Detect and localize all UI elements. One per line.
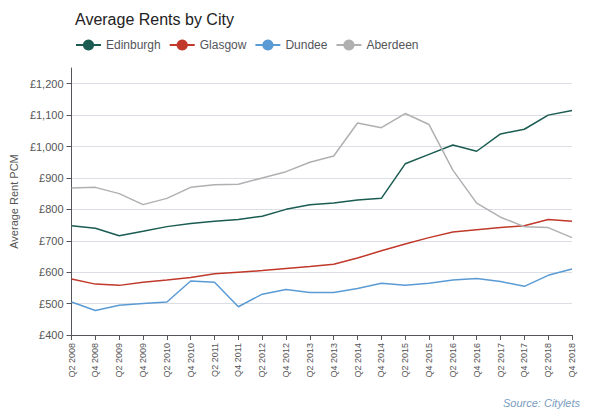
svg-text:Q4 2012: Q4 2012 — [281, 343, 291, 378]
svg-text:Q4 2015: Q4 2015 — [424, 343, 434, 378]
svg-text:£400: £400 — [39, 329, 63, 341]
svg-text:Q4 2008: Q4 2008 — [90, 343, 100, 378]
svg-text:Q4 2016: Q4 2016 — [472, 343, 482, 378]
svg-text:Q2 2008: Q2 2008 — [67, 343, 77, 378]
svg-text:Source: Citylets: Source: Citylets — [503, 397, 581, 409]
svg-text:£1,000: £1,000 — [30, 141, 64, 153]
svg-text:Q4 2017: Q4 2017 — [519, 343, 529, 378]
svg-text:Q4 2018: Q4 2018 — [567, 343, 577, 378]
svg-text:Q4 2010: Q4 2010 — [186, 343, 196, 378]
svg-text:Q4 2013: Q4 2013 — [329, 343, 339, 378]
svg-text:Q2 2012: Q2 2012 — [257, 343, 267, 378]
svg-text:Q2 2018: Q2 2018 — [543, 343, 553, 378]
svg-text:Q2 2016: Q2 2016 — [448, 343, 458, 378]
svg-text:Q4 2014: Q4 2014 — [376, 343, 386, 378]
svg-text:Dundee: Dundee — [285, 38, 327, 52]
svg-text:Q2 2010: Q2 2010 — [162, 343, 172, 378]
svg-text:Average Rents by City: Average Rents by City — [75, 11, 234, 28]
svg-text:Q2 2014: Q2 2014 — [353, 343, 363, 378]
svg-text:Aberdeen: Aberdeen — [366, 38, 418, 52]
svg-text:Edinburgh: Edinburgh — [106, 38, 161, 52]
svg-text:£900: £900 — [39, 172, 63, 184]
svg-text:Q2 2013: Q2 2013 — [305, 343, 315, 378]
svg-text:£500: £500 — [39, 298, 63, 310]
svg-text:Glasgow: Glasgow — [200, 38, 247, 52]
svg-text:Average Rent PCM: Average Rent PCM — [8, 154, 20, 249]
svg-text:Q2 2017: Q2 2017 — [496, 343, 506, 378]
svg-text:£600: £600 — [39, 266, 63, 278]
svg-text:£1,200: £1,200 — [30, 78, 64, 90]
svg-text:£1,100: £1,100 — [30, 109, 64, 121]
svg-text:Q4 2011: Q4 2011 — [233, 343, 243, 377]
svg-text:Q2 2009: Q2 2009 — [114, 343, 124, 378]
svg-text:£700: £700 — [39, 235, 63, 247]
svg-text:Q2 2015: Q2 2015 — [400, 343, 410, 378]
svg-text:Q4 2009: Q4 2009 — [138, 343, 148, 378]
svg-text:Q2 2011: Q2 2011 — [210, 343, 220, 377]
svg-text:£800: £800 — [39, 203, 63, 215]
